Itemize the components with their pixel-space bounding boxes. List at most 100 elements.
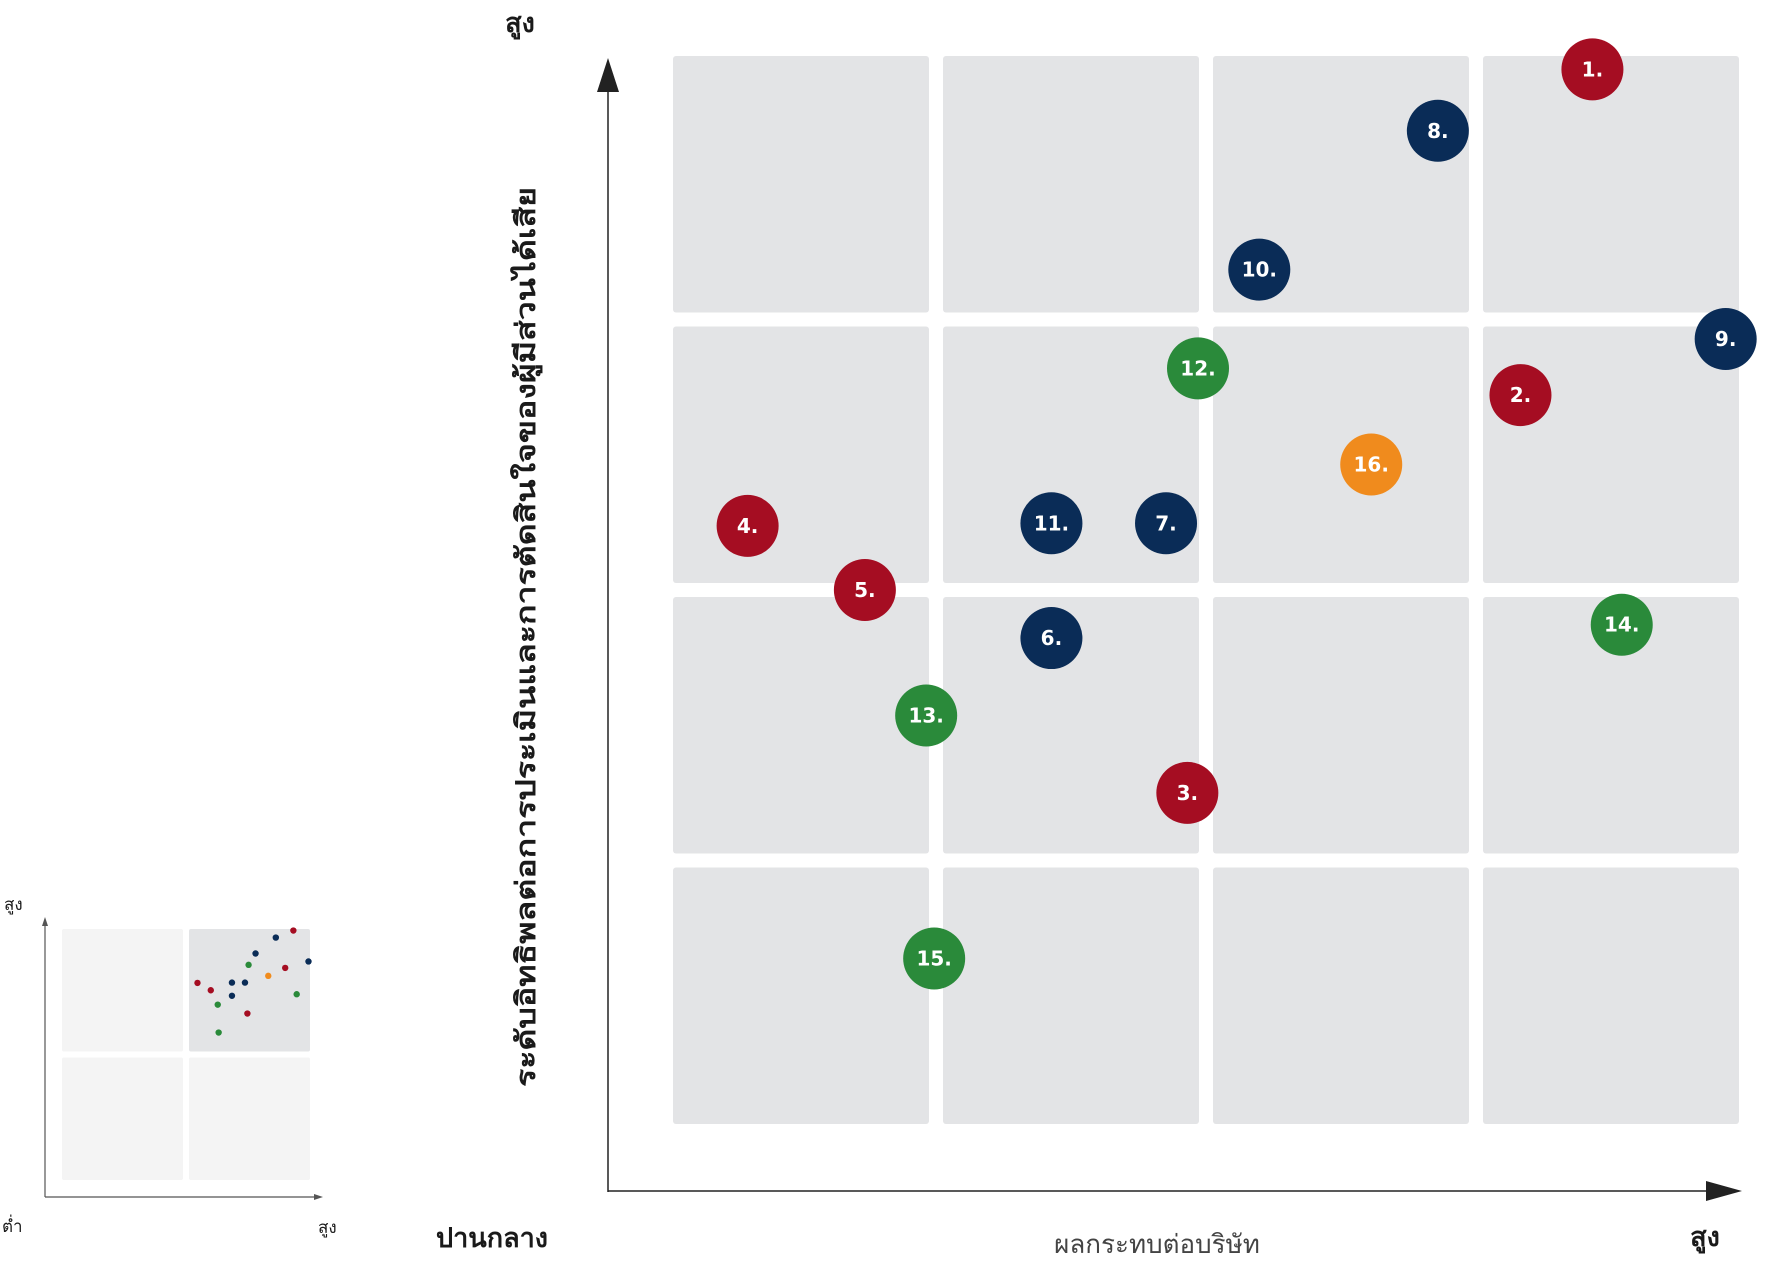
mini-dot	[194, 979, 201, 987]
point-label: 3.	[1177, 781, 1199, 805]
point-marker	[1135, 492, 1198, 555]
mini-dot	[272, 934, 280, 941]
point-label: 2.	[1510, 383, 1532, 407]
point-label: 10.	[1242, 258, 1277, 282]
x-axis-arrow-icon	[1706, 1181, 1742, 1201]
mini-quadrant	[62, 1057, 183, 1180]
mini-y-high-label: สูง	[4, 895, 23, 915]
point-label: 11.	[1034, 511, 1069, 535]
point-label: 5.	[854, 578, 876, 602]
data-point: 16.	[1340, 433, 1403, 496]
point-marker	[1228, 238, 1291, 301]
point-label: 13.	[908, 703, 943, 727]
point-marker	[895, 684, 958, 747]
data-point: 10.	[1228, 238, 1291, 301]
mini-x-high-label: สูง	[318, 1218, 337, 1238]
point-marker	[1340, 433, 1403, 496]
grid-cell	[1213, 867, 1469, 1124]
data-point: 8.	[1406, 99, 1469, 162]
mini-dot	[265, 972, 272, 980]
mini-quadrants	[62, 929, 310, 1180]
mini-dot	[228, 992, 236, 999]
data-point: 4.	[716, 494, 779, 557]
point-marker	[1489, 364, 1552, 427]
point-marker	[833, 559, 896, 621]
mini-dot	[252, 950, 259, 957]
point-marker	[716, 494, 779, 557]
point-marker	[1406, 99, 1469, 162]
data-point: 9.	[1694, 308, 1757, 371]
y-axis-title: ระดับอิทธิพลต่อการประเมินและการตัดสินใจข…	[510, 187, 543, 1087]
point-label: 15.	[916, 946, 951, 970]
x-axis-title: ผลกระทบต่อบริษัท	[1054, 1230, 1260, 1260]
grid-cell	[673, 597, 929, 854]
data-point: 2.	[1489, 364, 1552, 427]
point-marker	[1020, 492, 1083, 555]
grid-cell	[673, 867, 929, 1124]
data-point: 11.	[1020, 492, 1083, 555]
mini-dot	[305, 958, 312, 965]
mini-dot	[214, 1001, 221, 1008]
mini-quadrant	[62, 929, 183, 1052]
mini-dot	[244, 1010, 251, 1017]
point-label: 6.	[1041, 626, 1063, 650]
grid-cell	[943, 56, 1199, 313]
data-point: 15.	[903, 927, 966, 990]
y-high-label: สูง	[505, 8, 535, 40]
grid-cell	[943, 326, 1199, 583]
mini-chart: สูง ต่ำ สูง	[2, 895, 337, 1238]
data-point: 14.	[1590, 593, 1653, 656]
point-marker	[1590, 593, 1653, 656]
point-label: 1.	[1582, 57, 1604, 81]
point-label: 9.	[1715, 327, 1737, 351]
mini-dot	[245, 961, 252, 969]
grid-cell	[1213, 597, 1469, 854]
grid-cell	[1483, 56, 1739, 313]
grid-cell	[673, 326, 929, 583]
mini-dot	[293, 991, 300, 998]
point-label: 4.	[737, 514, 759, 538]
grid-cells	[673, 56, 1739, 1124]
mini-dot	[281, 964, 289, 972]
data-point: 5.	[833, 559, 896, 621]
data-point: 3.	[1156, 761, 1219, 824]
grid-cell	[943, 867, 1199, 1124]
data-point: 6.	[1020, 607, 1083, 670]
mini-x-low-label: ต่ำ	[2, 1214, 23, 1237]
grid-cell	[1483, 597, 1739, 854]
point-marker	[903, 927, 966, 990]
mini-dot	[207, 987, 214, 994]
point-label: 12.	[1180, 356, 1215, 380]
point-label: 16.	[1354, 453, 1389, 477]
x-low-label: ปานกลาง	[436, 1223, 548, 1254]
mini-x-arrow-icon	[314, 1194, 323, 1200]
mini-quadrant	[189, 1057, 310, 1180]
data-points: 1. 2. 3. 4. 5. 6. 7. 8. 9. 10. 11. 12. 13. 14. 15. 16.	[716, 38, 1757, 990]
data-point: 12.	[1167, 337, 1230, 400]
data-point: 13.	[895, 684, 958, 747]
point-label: 14.	[1604, 613, 1639, 637]
point-marker	[1156, 761, 1219, 824]
mini-dot	[228, 979, 236, 986]
grid-cell	[673, 56, 929, 313]
mini-y-arrow-icon	[42, 917, 48, 926]
mini-quadrant	[189, 929, 310, 1052]
mini-dot	[241, 979, 249, 986]
mini-dot	[215, 1029, 222, 1036]
grid-cell	[1213, 326, 1469, 583]
point-label: 7.	[1155, 511, 1177, 535]
y-axis-arrow-icon	[597, 58, 619, 92]
point-label: 8.	[1427, 119, 1449, 143]
data-point: 1.	[1561, 38, 1624, 101]
grid-cell	[1483, 867, 1739, 1124]
point-marker	[1694, 308, 1757, 371]
point-marker	[1020, 607, 1083, 670]
x-high-label: สูง	[1690, 1222, 1720, 1254]
grid-cell	[943, 597, 1199, 854]
mini-dot	[290, 927, 297, 934]
point-marker	[1167, 337, 1230, 400]
point-marker	[1561, 38, 1624, 101]
data-point: 7.	[1135, 492, 1198, 555]
mini-dots	[194, 927, 312, 1036]
